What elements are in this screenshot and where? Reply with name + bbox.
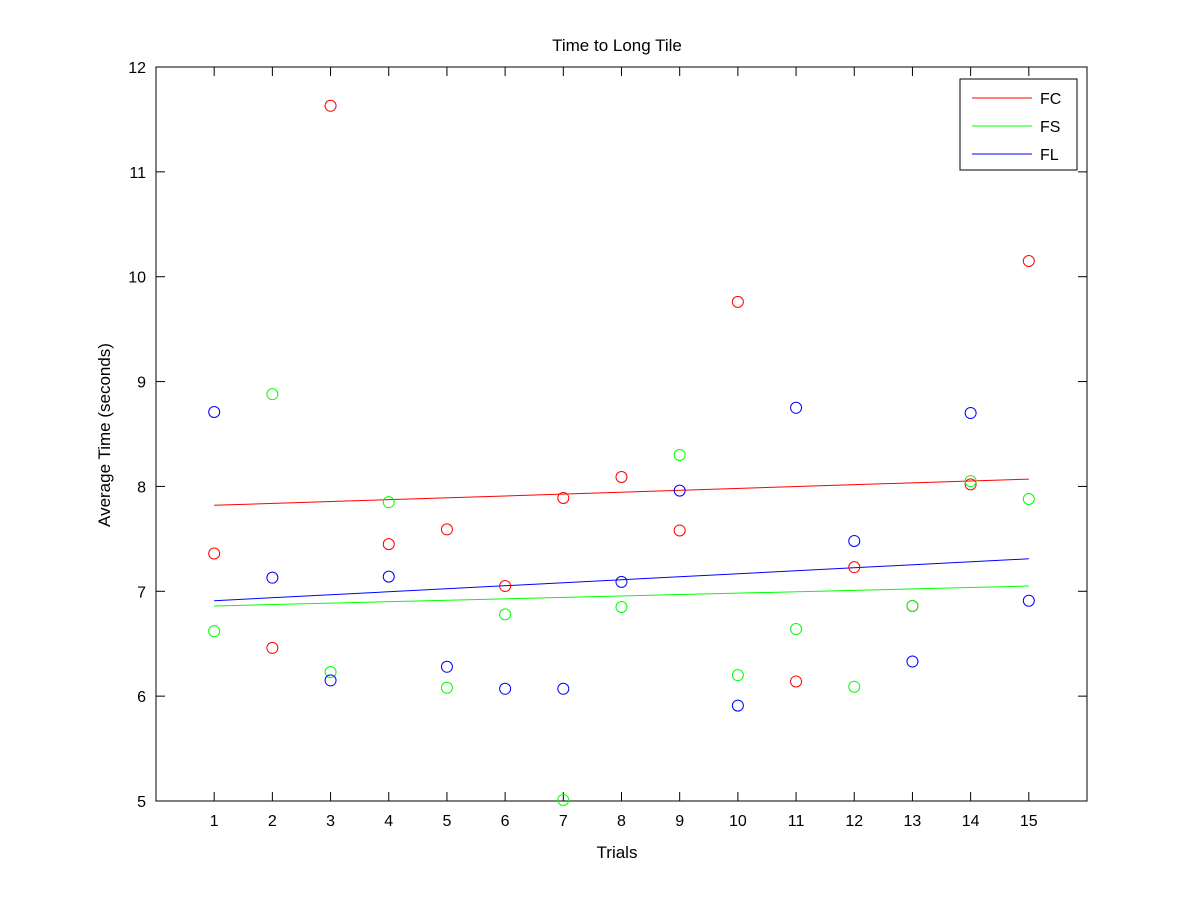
point-fs (615, 601, 628, 614)
x-tick-label: 12 (845, 813, 863, 830)
x-axis-title: Trials (597, 843, 638, 862)
point-fc (266, 641, 279, 654)
point-fs (382, 496, 395, 509)
point-fl (324, 674, 337, 687)
point-fl (557, 682, 570, 695)
trend-line-fs (214, 585, 1029, 607)
point-fl (499, 682, 512, 695)
y-axis-title: Average Time (seconds) (95, 343, 114, 527)
x-tick-label: 5 (442, 813, 451, 830)
legend: FC FS FL (959, 78, 1078, 171)
point-fl (964, 407, 977, 420)
point-fs (673, 448, 686, 461)
x-tick-label: 7 (559, 813, 568, 830)
point-fc (673, 524, 686, 537)
point-fc (440, 523, 453, 536)
plot-area (155, 66, 1088, 802)
x-tick-label: 9 (675, 813, 684, 830)
point-fs (906, 599, 919, 612)
point-fc (1022, 254, 1035, 267)
point-fc (964, 478, 977, 491)
trend-line-fc (214, 478, 1029, 506)
data-points (208, 99, 1035, 806)
point-fc (790, 675, 803, 688)
point-fl (848, 534, 861, 547)
x-tick-label: 14 (962, 813, 980, 830)
point-fc (731, 295, 744, 308)
point-fs (731, 669, 744, 682)
x-tick-label: 15 (1020, 813, 1038, 830)
point-fl (1022, 594, 1035, 607)
y-tick-label: 11 (129, 165, 146, 182)
x-tick-label: 3 (326, 813, 335, 830)
x-tick-label: 6 (501, 813, 510, 830)
y-tick-label: 5 (137, 794, 146, 811)
point-fc (382, 538, 395, 551)
point-fs (1022, 493, 1035, 506)
x-tick-label: 13 (904, 813, 922, 830)
point-fc (848, 561, 861, 574)
point-fc (208, 547, 221, 560)
x-tick-label: 4 (384, 813, 393, 830)
point-fl (790, 401, 803, 414)
point-fc (499, 580, 512, 593)
point-fs (266, 388, 279, 401)
y-tick-label: 7 (137, 584, 146, 601)
point-fc (557, 491, 570, 504)
point-fc (324, 99, 337, 112)
point-fs (557, 793, 570, 806)
point-fs (964, 475, 977, 488)
y-tick-label: 9 (137, 375, 146, 392)
y-tick-label: 12 (128, 60, 146, 77)
chart-title: Time to Long Tile (552, 36, 682, 55)
point-fs (208, 625, 221, 638)
point-fl (440, 660, 453, 673)
point-fl (266, 571, 279, 584)
point-fs (324, 666, 337, 679)
point-fc (615, 470, 628, 483)
point-fs (440, 681, 453, 694)
point-fl (382, 570, 395, 583)
x-tick-label: 1 (210, 813, 219, 830)
point-fl (731, 699, 744, 712)
legend-box (959, 78, 1078, 171)
legend-label-fc: FC (1040, 91, 1061, 108)
legend-label-fs: FS (1040, 119, 1060, 136)
point-fl (615, 575, 628, 588)
point-fl (673, 484, 686, 497)
x-tick-label: 2 (268, 813, 277, 830)
point-fs (499, 608, 512, 621)
y-tick-label: 8 (137, 479, 146, 496)
x-tick-label: 8 (617, 813, 626, 830)
legend-label-fl: FL (1040, 147, 1059, 164)
trend-lines (214, 478, 1029, 607)
y-tick-label: 10 (128, 270, 146, 287)
point-fs (790, 623, 803, 636)
trend-line-fl (214, 558, 1029, 602)
y-tick-label: 6 (137, 689, 146, 706)
point-fl (906, 655, 919, 668)
point-fl (208, 405, 221, 418)
x-tick-label: 11 (788, 813, 805, 830)
x-tick-label: 10 (729, 813, 747, 830)
point-fs (848, 680, 861, 693)
